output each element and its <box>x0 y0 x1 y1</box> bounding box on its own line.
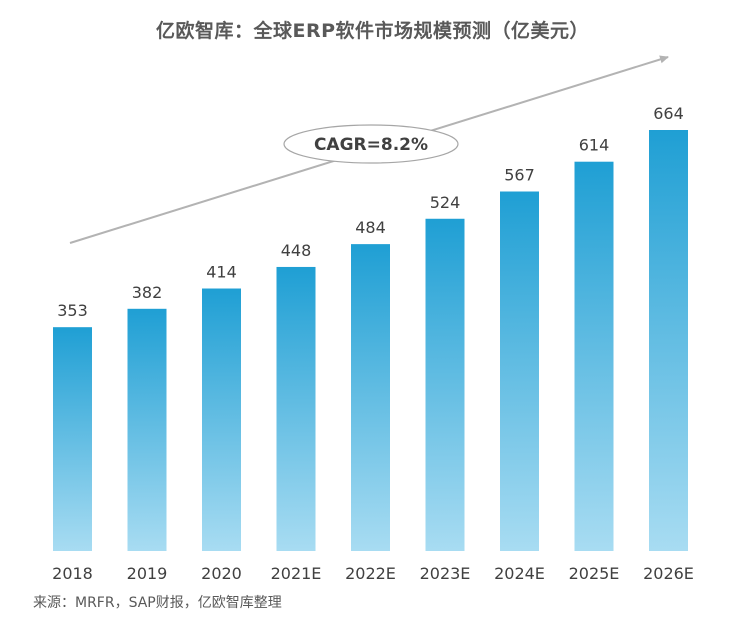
cagr-ellipse <box>283 124 459 164</box>
bar-2022E <box>351 244 390 551</box>
bars-group: 353 2018 382 2019 414 2020 448 2021E 484 2022E 524… <box>52 104 694 583</box>
category-label-2023E: 2023E <box>420 564 471 583</box>
source-note: 来源：MRFR，SAP财报，亿欧智库整理 <box>33 595 282 611</box>
category-label-2019: 2019 <box>127 564 168 583</box>
category-label-2018: 2018 <box>52 564 93 583</box>
value-label-2019: 382 <box>132 283 163 302</box>
value-label-2022E: 484 <box>355 218 386 237</box>
category-label-2021E: 2021E <box>271 564 322 583</box>
category-label-2022E: 2022E <box>345 564 396 583</box>
category-label-2020: 2020 <box>201 564 242 583</box>
value-label-2021E: 448 <box>281 241 312 260</box>
chart-title: 亿欧智库：全球ERP软件市场规模预测（亿美元） <box>155 20 590 42</box>
bar-2020 <box>202 288 241 551</box>
bar-2023E <box>425 218 465 551</box>
bar-2019 <box>127 308 167 551</box>
bar-2018 <box>53 327 92 551</box>
bar-2026E <box>649 130 688 551</box>
category-label-2024E: 2024E <box>494 564 545 583</box>
cagr-label: CAGR=8.2% <box>314 135 428 155</box>
bar-2025E <box>574 161 614 551</box>
category-label-2025E: 2025E <box>569 564 620 583</box>
value-label-2025E: 614 <box>579 136 610 155</box>
value-label-2018: 353 <box>57 301 88 320</box>
value-label-2026E: 664 <box>653 104 684 123</box>
value-label-2020: 414 <box>206 263 237 282</box>
category-label-2026E: 2026E <box>643 564 694 583</box>
value-label-2023E: 524 <box>430 193 461 212</box>
bar-2021E <box>276 266 316 551</box>
value-label-2024E: 567 <box>504 166 535 185</box>
bar-2024E <box>500 191 539 551</box>
